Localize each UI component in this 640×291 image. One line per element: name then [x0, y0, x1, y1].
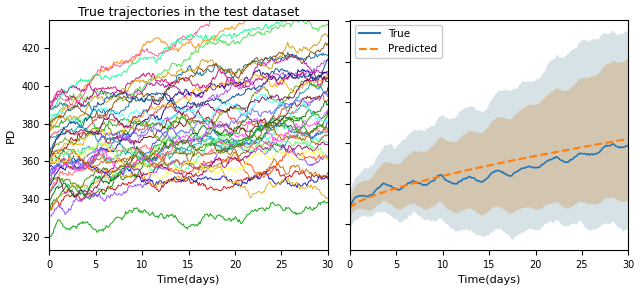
Line: Predicted: Predicted	[350, 139, 628, 208]
Predicted	[580, 145, 588, 148]
Predicted	[516, 157, 524, 161]
True	[347, 203, 355, 207]
Predicted	[625, 137, 632, 141]
X-axis label: Time(days): Time(days)	[157, 276, 220, 285]
Predicted	[346, 206, 354, 210]
Line: True: True	[350, 144, 628, 208]
True	[512, 170, 520, 174]
True	[511, 171, 518, 174]
Y-axis label: PD: PD	[6, 127, 15, 143]
True	[516, 168, 524, 171]
Predicted	[512, 158, 520, 162]
True	[598, 147, 606, 150]
Predicted	[347, 205, 355, 208]
True	[625, 144, 632, 147]
Predicted	[511, 158, 518, 162]
Predicted	[598, 142, 606, 145]
Title: True trajectories in the test dataset: True trajectories in the test dataset	[78, 6, 300, 19]
True	[346, 206, 354, 210]
True	[609, 142, 616, 146]
Legend: True, Predicted: True, Predicted	[355, 25, 442, 58]
X-axis label: Time(days): Time(days)	[458, 276, 520, 285]
True	[580, 152, 588, 155]
